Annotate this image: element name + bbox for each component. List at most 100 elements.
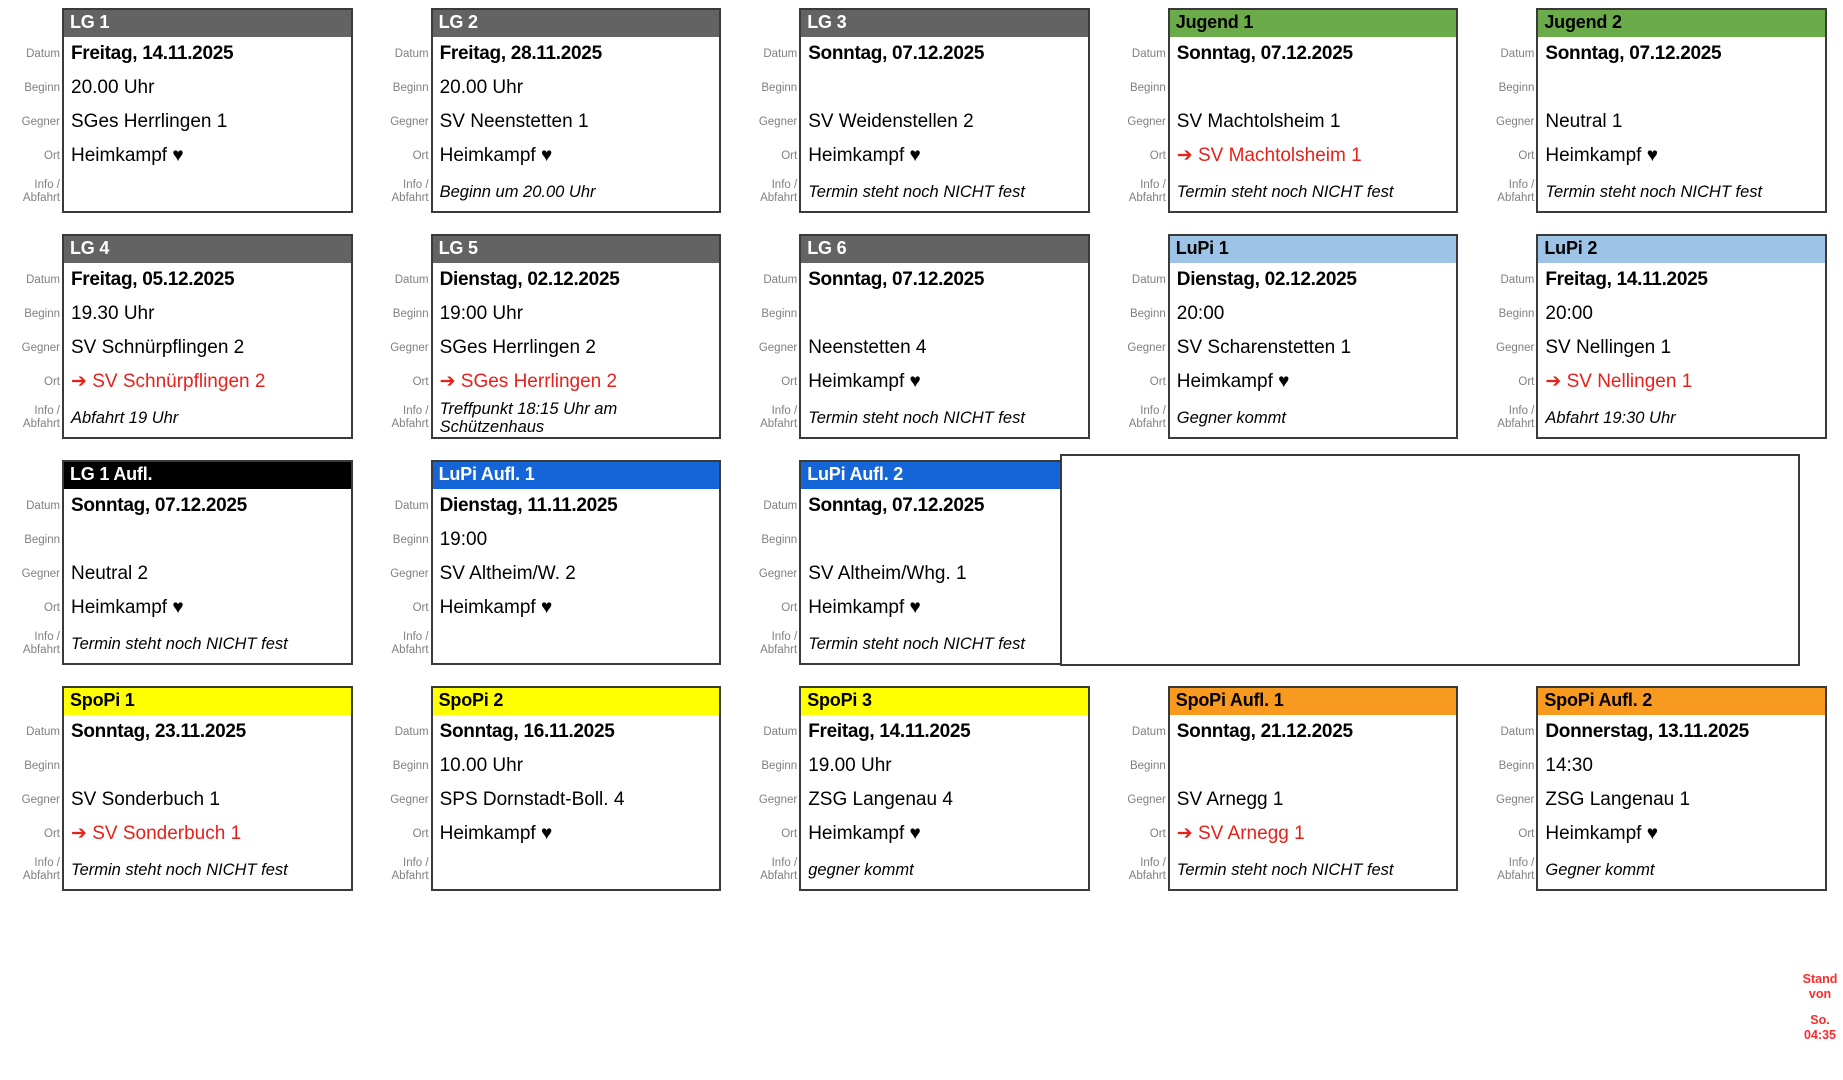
match-card[interactable]: SpoPi 2 Datum Sonntag, 16.11.2025 Beginn 10.… (390, 686, 722, 891)
label-info-abfahrt: Info / Abfahrt (1497, 405, 1534, 431)
row-beginn: Beginn (761, 71, 1088, 105)
label-beginn: Beginn (1129, 81, 1166, 94)
match-card-title: Jugend 2 (1538, 10, 1825, 37)
row-gegner: Gegner SV Sonderbuch 1 (22, 783, 351, 817)
match-card[interactable]: LG 1 Aufl. Datum Sonntag, 07.12.2025 Beginn… (22, 460, 353, 665)
row-datum: Datum Dienstag, 02.12.2025 (395, 263, 720, 297)
match-card-body: Datum Dienstag, 02.12.2025 Beginn 19:00 Uhr… (390, 263, 720, 437)
match-card-body: Datum Sonntag, 07.12.2025 Beginn Gegner Neut… (22, 489, 351, 663)
row-datum: Datum Sonntag, 07.12.2025 (1501, 37, 1825, 71)
label-datum: Datum (394, 725, 429, 738)
match-card[interactable]: LG 1 Datum Freitag, 14.11.2025 Beginn 20.00 … (22, 8, 353, 213)
label-gegner: Gegner (21, 115, 60, 128)
match-card[interactable]: LG 5 Datum Dienstag, 02.12.2025 Beginn 19:00… (390, 234, 722, 439)
row-info: Info / Abfahrt (392, 851, 720, 889)
row-ort: Ort Heimkampf ♥ (1150, 365, 1457, 399)
match-card[interactable]: LuPi 1 Datum Dienstag, 02.12.2025 Beginn 20:… (1127, 234, 1459, 439)
label-ort: Ort (1518, 827, 1535, 840)
label-datum: Datum (1500, 725, 1535, 738)
row-gegner: Gegner SV Weidenstellen 2 (759, 105, 1088, 139)
value-ort-away: ➔ SV Schnürpflingen 2 (71, 371, 266, 393)
match-card[interactable]: LuPi 2 Datum Freitag, 14.11.2025 Beginn 20:0… (1496, 234, 1827, 439)
match-card[interactable]: LuPi Aufl. 1 Datum Dienstag, 11.11.2025 Beg… (390, 460, 722, 665)
value-ort-away: ➔ SV Arnegg 1 (1176, 823, 1305, 845)
row-beginn: Beginn (1130, 749, 1457, 783)
label-info-line2: Abfahrt (391, 870, 429, 882)
row-gegner: Gegner ZSG Langenau 4 (759, 783, 1088, 817)
label-info-line1: Info / (1140, 856, 1166, 869)
match-card-body: Datum Sonntag, 21.12.2025 Beginn Gegner SV A… (1127, 715, 1457, 889)
row-info: Info / Abfahrt Abfahrt 19 Uhr (23, 399, 351, 437)
match-card[interactable]: SpoPi 3 Datum Freitag, 14.11.2025 Beginn 19.… (759, 686, 1090, 891)
row-ort: Ort Heimkampf ♥ (1518, 139, 1825, 173)
match-card-body: Datum Sonntag, 07.12.2025 Beginn Gegner SV A… (759, 489, 1088, 663)
label-ort: Ort (1149, 375, 1166, 388)
label-info-line2: Abfahrt (22, 418, 60, 430)
value-info: gegner kommt (808, 860, 914, 879)
value-datum: Sonntag, 07.12.2025 (808, 269, 985, 291)
label-info-abfahrt: Info / Abfahrt (23, 857, 60, 883)
value-datum: Freitag, 14.11.2025 (808, 721, 971, 743)
match-card[interactable]: Jugend 2 Datum Sonntag, 07.12.2025 Beginn Ge… (1496, 8, 1827, 213)
label-info-abfahrt: Info / Abfahrt (1129, 857, 1166, 883)
value-ort-home: Heimkampf ♥ (71, 145, 184, 167)
match-card[interactable]: LG 6 Datum Sonntag, 07.12.2025 Beginn Gegner… (759, 234, 1090, 439)
label-datum: Datum (1500, 47, 1535, 60)
row-beginn: Beginn 19:00 Uhr (393, 297, 720, 331)
label-beginn: Beginn (392, 307, 429, 320)
value-ort-home: Heimkampf ♥ (808, 597, 921, 619)
match-card[interactable]: Jugend 1 Datum Sonntag, 07.12.2025 Beginn Ge… (1127, 8, 1459, 213)
value-datum: Sonntag, 07.12.2025 (71, 495, 247, 517)
match-card[interactable]: SpoPi Aufl. 2 Datum Donnerstag, 13.11.2025… (1496, 686, 1827, 891)
row-ort: Ort ➔ SGes Herrlingen 2 (413, 365, 720, 399)
match-card[interactable]: SpoPi Aufl. 1 Datum Sonntag, 21.12.2025 Beg… (1127, 686, 1459, 891)
value-ort-away: ➔ SV Sonderbuch 1 (71, 823, 242, 845)
value-ort-home: Heimkampf ♥ (808, 145, 921, 167)
match-card[interactable]: LG 2 Datum Freitag, 28.11.2025 Beginn 20.00 … (390, 8, 722, 213)
label-info-abfahrt: Info / Abfahrt (23, 405, 60, 431)
label-beginn: Beginn (761, 81, 798, 94)
match-card-slot: SpoPi Aufl. 2 Datum Donnerstag, 13.11.2025… (1474, 678, 1843, 904)
label-info-line2: Abfahrt (22, 644, 60, 656)
row-gegner: Gegner SV Scharenstetten 1 (1127, 331, 1457, 365)
label-datum: Datum (26, 499, 60, 512)
match-card[interactable]: LG 4 Datum Freitag, 05.12.2025 Beginn 19.30 … (22, 234, 353, 439)
row-datum: Datum Sonntag, 16.11.2025 (395, 715, 720, 749)
row-ort: Ort ➔ SV Schnürpflingen 2 (44, 365, 351, 399)
label-info-line2: Abfahrt (760, 644, 798, 656)
label-beginn: Beginn (1498, 307, 1535, 320)
label-beginn: Beginn (24, 759, 60, 772)
label-info-line1: Info / (771, 630, 798, 643)
label-beginn: Beginn (1498, 81, 1535, 94)
row-info: Info / Abfahrt Gegner kommt (1497, 851, 1825, 889)
label-beginn: Beginn (24, 307, 60, 320)
value-info: Termin steht noch NICHT fest (1176, 182, 1394, 201)
value-beginn: 10.00 Uhr (439, 755, 524, 777)
match-card-slot: Jugend 2 Datum Sonntag, 07.12.2025 Beginn Ge… (1474, 0, 1843, 226)
match-card-title: SpoPi 3 (801, 688, 1088, 715)
value-gegner: SV Arnegg 1 (1176, 789, 1284, 811)
label-gegner: Gegner (390, 567, 429, 580)
value-gegner: SV Sonderbuch 1 (71, 789, 220, 811)
value-info: Termin steht noch NICHT fest (808, 182, 1025, 201)
value-info: Gegner kommt (1176, 408, 1286, 427)
match-card-title: LuPi 2 (1538, 236, 1825, 263)
label-gegner: Gegner (390, 341, 429, 354)
value-datum: Dienstag, 11.11.2025 (439, 495, 618, 517)
value-info: Treffpunkt 18:15 Uhr am Schützenhaus (439, 399, 618, 436)
row-ort: Ort Heimkampf ♥ (413, 139, 720, 173)
match-card-title: Jugend 1 (1169, 10, 1457, 37)
row-info: Info / Abfahrt Termin steht noch NICHT fes… (760, 625, 1088, 663)
match-card[interactable]: LG 3 Datum Sonntag, 07.12.2025 Beginn Gegner… (759, 8, 1090, 213)
value-gegner: Neenstetten 4 (808, 337, 927, 359)
label-info-line1: Info / (1140, 404, 1166, 417)
value-beginn: 20:00 (1545, 303, 1593, 325)
match-card[interactable]: LuPi Aufl. 2 Datum Sonntag, 07.12.2025 Begi… (759, 460, 1090, 665)
stamp-line-2: von (1808, 987, 1832, 1002)
label-ort: Ort (781, 827, 798, 840)
value-info: Abfahrt 19 Uhr (71, 408, 179, 427)
label-info-line1: Info / (1140, 178, 1166, 191)
label-datum: Datum (763, 499, 798, 512)
match-card[interactable]: SpoPi 1 Datum Sonntag, 23.11.2025 Beginn Geg… (22, 686, 353, 891)
row-beginn: Beginn (24, 749, 351, 783)
